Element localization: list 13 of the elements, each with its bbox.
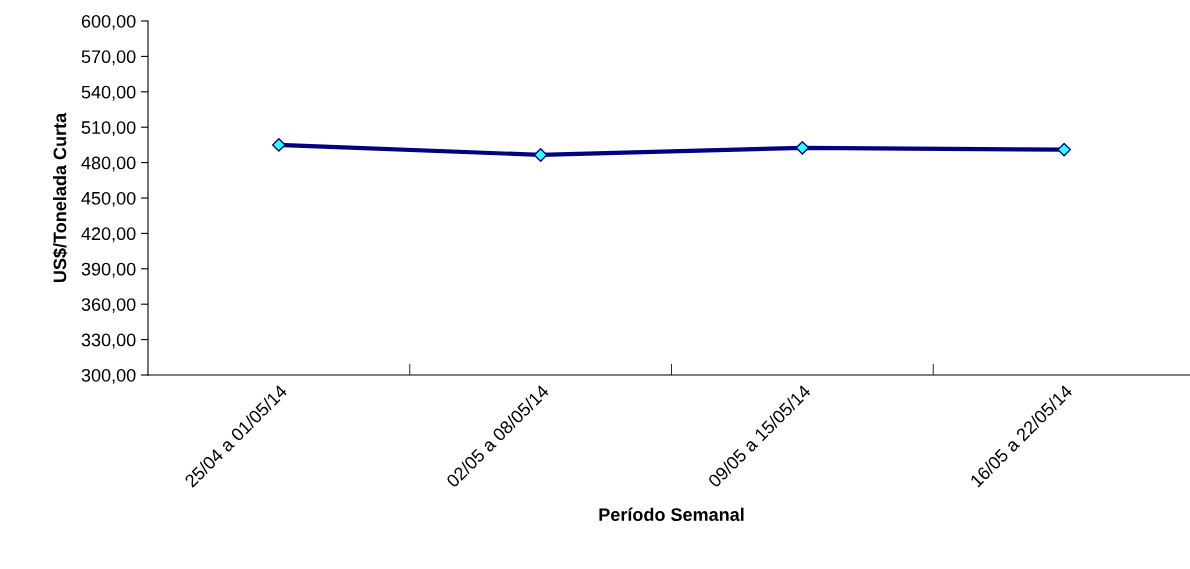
y-tick-label: 600,00 <box>81 14 136 30</box>
y-tick-label: 390,00 <box>81 262 136 278</box>
y-tick-label: 570,00 <box>81 50 136 66</box>
y-tick-label: 360,00 <box>81 298 136 314</box>
x-axis-title: Período Semanal <box>599 507 744 521</box>
y-tick-label: 300,00 <box>81 368 136 384</box>
y-tick-label: 330,00 <box>81 333 136 349</box>
y-tick-label: 540,00 <box>81 85 136 101</box>
y-tick-label: 480,00 <box>81 156 136 172</box>
y-tick-label: 450,00 <box>81 191 136 207</box>
y-axis-title: US$/Tonelada Curta <box>52 112 68 283</box>
y-tick-label: 510,00 <box>81 121 136 137</box>
y-tick-label: 420,00 <box>81 227 136 243</box>
